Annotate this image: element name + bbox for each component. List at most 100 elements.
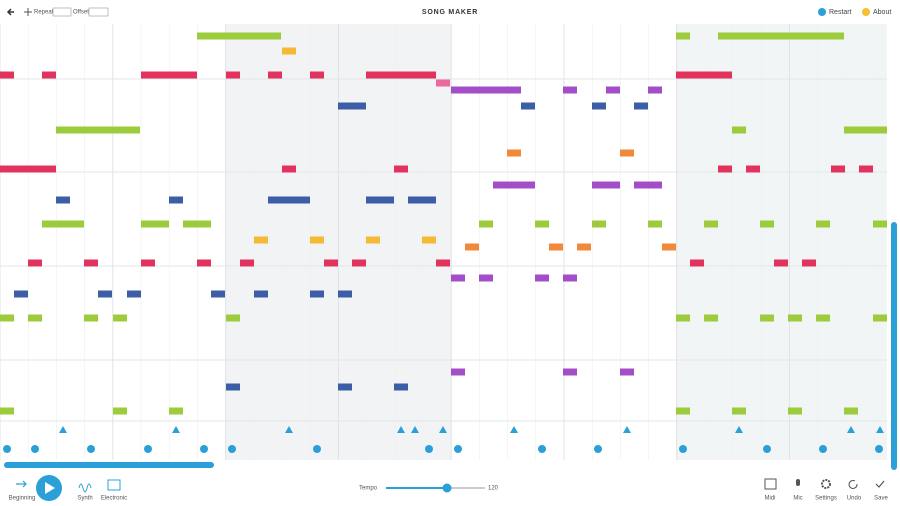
beginning-icon[interactable] xyxy=(16,480,27,488)
percussion-triangle xyxy=(411,426,419,433)
note xyxy=(240,259,254,267)
note xyxy=(662,243,676,251)
undo-button[interactable]: Undo xyxy=(847,496,862,502)
note xyxy=(141,71,197,79)
note xyxy=(676,314,690,322)
about-icon[interactable] xyxy=(862,8,870,16)
percussion[interactable] xyxy=(3,426,884,453)
percussion-dot xyxy=(425,445,433,453)
note xyxy=(113,407,127,415)
note xyxy=(338,290,352,298)
back-arrow[interactable] xyxy=(6,8,14,16)
percussion-dot xyxy=(87,445,95,453)
note xyxy=(141,259,155,267)
note xyxy=(42,71,56,79)
note xyxy=(521,102,535,110)
note xyxy=(732,407,746,415)
beginning-button[interactable]: Beginning xyxy=(9,496,36,502)
note xyxy=(718,32,844,40)
note xyxy=(535,220,549,228)
synth-button[interactable]: Synth xyxy=(77,496,92,502)
note xyxy=(197,259,211,267)
note xyxy=(479,220,493,228)
note xyxy=(183,220,211,228)
midi-icon[interactable] xyxy=(764,478,777,490)
note xyxy=(746,165,760,173)
note xyxy=(268,71,282,79)
tempo-slider[interactable] xyxy=(442,483,452,493)
note xyxy=(451,274,465,282)
restart-button[interactable]: Restart xyxy=(829,9,852,16)
percussion-triangle xyxy=(510,426,518,433)
about-button[interactable]: About xyxy=(873,9,891,16)
settings-icon[interactable] xyxy=(821,479,831,489)
play-icon xyxy=(45,482,55,494)
save-icon[interactable] xyxy=(875,480,885,488)
note xyxy=(760,314,774,322)
percussion-triangle xyxy=(59,426,67,433)
note xyxy=(690,259,704,267)
midi-button[interactable]: Midi xyxy=(764,496,775,502)
mic-icon[interactable] xyxy=(796,479,800,486)
note xyxy=(0,407,14,415)
settings-button[interactable]: Settings xyxy=(815,496,837,502)
note xyxy=(394,165,408,173)
percussion-dot xyxy=(200,445,208,453)
percussion-dot xyxy=(228,445,236,453)
note xyxy=(634,181,662,189)
save-button[interactable]: Save xyxy=(874,496,888,502)
note xyxy=(620,368,634,376)
synth-icon[interactable] xyxy=(78,483,92,493)
notes[interactable] xyxy=(0,32,887,415)
note xyxy=(620,149,634,157)
percussion-dot xyxy=(313,445,321,453)
note xyxy=(366,71,436,79)
offset-input[interactable] xyxy=(88,7,109,17)
undo-icon[interactable] xyxy=(848,480,858,489)
note xyxy=(366,196,394,204)
percussion-dot xyxy=(144,445,152,453)
note xyxy=(844,126,887,134)
note xyxy=(873,220,887,228)
h-scrollbar[interactable] xyxy=(4,462,214,468)
repeat-input[interactable] xyxy=(52,7,72,17)
percussion-triangle xyxy=(439,426,447,433)
note xyxy=(394,383,408,391)
note xyxy=(634,102,648,110)
note xyxy=(831,165,845,173)
note xyxy=(873,314,887,322)
note xyxy=(84,259,98,267)
shade-bar xyxy=(676,24,887,460)
note xyxy=(563,368,577,376)
note xyxy=(14,290,28,298)
note xyxy=(816,314,830,322)
percussion-dot xyxy=(875,445,883,453)
note xyxy=(352,259,366,267)
move-icon xyxy=(24,8,32,16)
note xyxy=(324,259,338,267)
v-scrollbar[interactable] xyxy=(891,222,897,470)
electronic-icon[interactable] xyxy=(107,479,121,491)
note xyxy=(98,290,112,298)
note xyxy=(84,314,98,322)
restart-icon[interactable] xyxy=(818,8,826,16)
percussion-dot xyxy=(763,445,771,453)
note xyxy=(226,383,240,391)
note xyxy=(56,126,140,134)
offset-label: Offset xyxy=(73,10,89,16)
note xyxy=(28,259,42,267)
note xyxy=(282,47,296,55)
note xyxy=(451,368,465,376)
note xyxy=(310,71,324,79)
note xyxy=(535,274,549,282)
note xyxy=(268,196,310,204)
note xyxy=(704,220,718,228)
mic-button[interactable]: Mic xyxy=(793,496,802,502)
note xyxy=(648,86,662,94)
note xyxy=(338,102,366,110)
electronic-button[interactable]: Electronic xyxy=(101,496,127,502)
percussion-triangle xyxy=(172,426,180,433)
note xyxy=(0,71,14,79)
note xyxy=(113,314,127,322)
note xyxy=(254,236,268,244)
